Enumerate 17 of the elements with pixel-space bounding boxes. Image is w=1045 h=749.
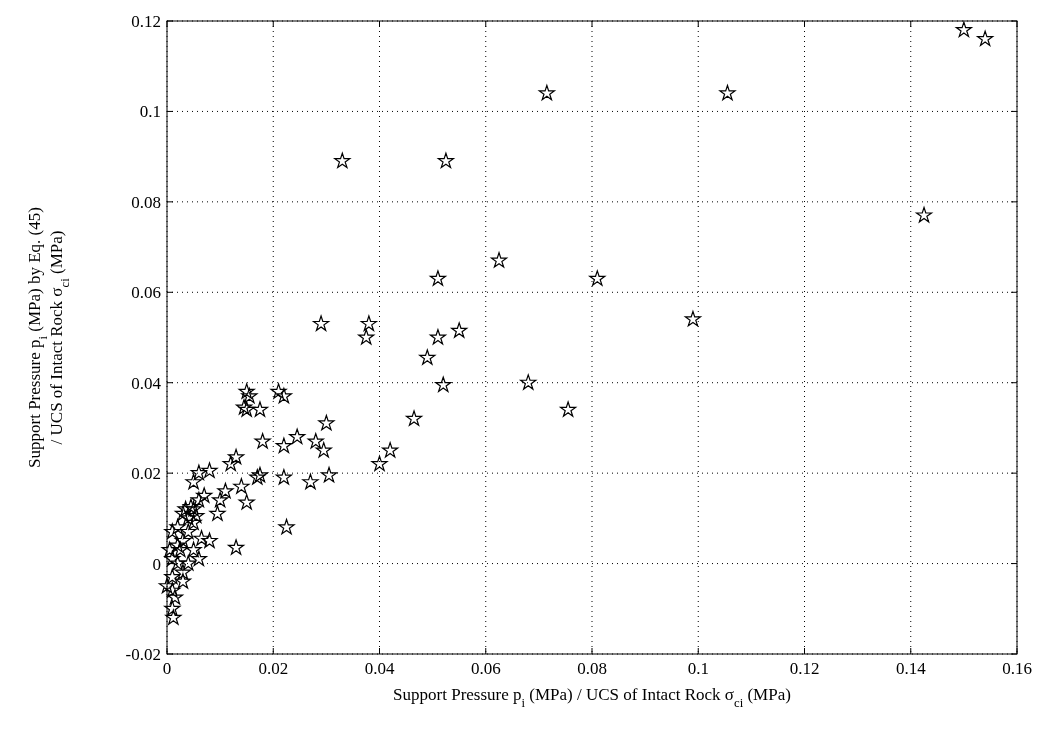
- y-tick-label: 0.06: [131, 283, 161, 303]
- y-tick-label: 0.02: [131, 464, 161, 484]
- y-tick-label: 0.1: [139, 102, 161, 122]
- x-tick-label: 0.04: [364, 659, 395, 678]
- x-tick-label: 0.02: [258, 659, 289, 678]
- y-tick-label: -0.02: [125, 645, 161, 664]
- x-axis-title: Support Pressure p$_{i}$ (MPa) / UCS of Intact Rock σ$_{ci}$ (MPa): [393, 685, 791, 710]
- x-tick-label: 0.14: [895, 659, 927, 678]
- x-tick-label: 0.06: [470, 659, 501, 678]
- x-tick-label: 0.12: [789, 659, 820, 678]
- y-tick-label: 0.04: [131, 373, 162, 393]
- y-tick-label: 0: [152, 554, 161, 574]
- y-tick-label: 0.08: [131, 192, 161, 212]
- x-tick-label: 0.08: [577, 659, 607, 678]
- x-tick-label: 0.16: [1002, 659, 1032, 678]
- y-tick-label: 0.12: [131, 12, 161, 31]
- x-tick-label: 0.1: [687, 659, 709, 678]
